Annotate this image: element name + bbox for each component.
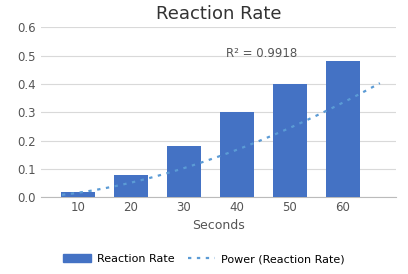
Title: Reaction Rate: Reaction Rate bbox=[155, 5, 281, 23]
Text: R² = 0.9918: R² = 0.9918 bbox=[226, 47, 297, 60]
Bar bbox=[273, 84, 307, 197]
Legend: Reaction Rate, Power (Reaction Rate): Reaction Rate, Power (Reaction Rate) bbox=[59, 250, 349, 269]
Bar bbox=[220, 112, 254, 197]
X-axis label: Seconds: Seconds bbox=[192, 219, 245, 232]
Bar bbox=[114, 175, 148, 197]
Bar bbox=[166, 146, 201, 197]
Bar bbox=[61, 192, 95, 197]
Bar bbox=[326, 61, 360, 197]
